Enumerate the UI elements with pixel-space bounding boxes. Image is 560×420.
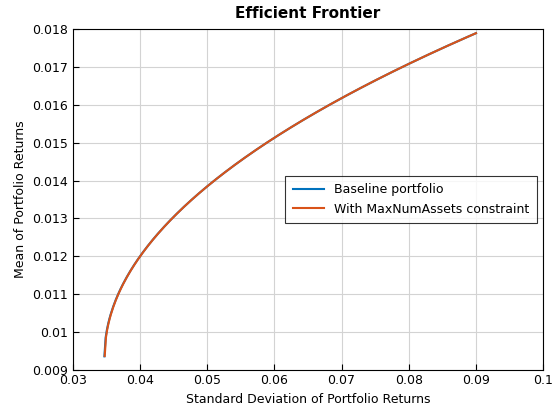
- Baseline portfolio: [321, 105, 328, 110]
- With MaxNumAssets constraint: [321, 105, 328, 110]
- With MaxNumAssets constraint: [438, 46, 445, 51]
- Baseline portfolio: [329, 101, 335, 106]
- Legend: Baseline portfolio, With MaxNumAssets constraint: Baseline portfolio, With MaxNumAssets co…: [286, 176, 537, 223]
- Line: With MaxNumAssets constraint: With MaxNumAssets constraint: [105, 33, 476, 356]
- Baseline portfolio: [101, 354, 108, 359]
- Y-axis label: Mean of Portfolio Returns: Mean of Portfolio Returns: [13, 121, 26, 278]
- With MaxNumAssets constraint: [102, 335, 109, 340]
- With MaxNumAssets constraint: [414, 57, 421, 62]
- With MaxNumAssets constraint: [101, 354, 108, 359]
- Line: Baseline portfolio: Baseline portfolio: [104, 33, 476, 356]
- Title: Efficient Frontier: Efficient Frontier: [235, 6, 381, 21]
- Baseline portfolio: [102, 335, 109, 340]
- With MaxNumAssets constraint: [329, 101, 335, 106]
- With MaxNumAssets constraint: [323, 105, 329, 110]
- With MaxNumAssets constraint: [473, 31, 479, 36]
- Baseline portfolio: [322, 105, 329, 110]
- Baseline portfolio: [438, 46, 445, 51]
- Baseline portfolio: [473, 31, 479, 36]
- X-axis label: Standard Deviation of Portfolio Returns: Standard Deviation of Portfolio Returns: [186, 393, 430, 406]
- Baseline portfolio: [414, 57, 421, 62]
